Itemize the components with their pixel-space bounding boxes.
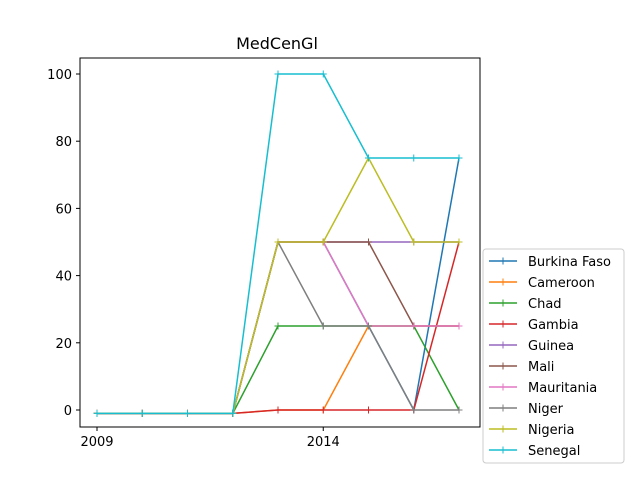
legend-item: Cameroon [489, 276, 595, 291]
legend-item: Senegal [489, 444, 580, 459]
data-point-marker [93, 409, 101, 417]
data-point-marker [319, 322, 327, 330]
y-tick-label: 60 [55, 202, 72, 217]
data-point-marker [410, 406, 418, 414]
series-line [97, 156, 459, 415]
legend-label: Nigeria [528, 423, 575, 438]
data-point-marker [455, 154, 463, 162]
legend-item: Nigeria [489, 423, 575, 438]
data-point-marker [274, 238, 282, 246]
legend-marker [499, 383, 507, 391]
data-point-marker [365, 238, 372, 246]
legend-item: Chad [489, 297, 562, 312]
legend-label: Guinea [528, 339, 574, 354]
series-chad [93, 322, 463, 417]
data-point-marker [455, 322, 463, 330]
series-senegal [93, 70, 463, 417]
legend-item: Mauritania [489, 381, 597, 396]
legend-marker [499, 425, 507, 433]
data-point-marker [455, 406, 463, 414]
y-tick-label: 40 [55, 270, 72, 285]
x-tick-label: 2014 [307, 435, 340, 450]
legend-label: Cameroon [528, 276, 595, 291]
x-tick-label: 2009 [80, 435, 113, 450]
data-point-marker [410, 238, 418, 246]
y-tick-label: 80 [55, 135, 72, 150]
legend-label: Senegal [528, 444, 580, 459]
y-axis: 0 20 40 60 80 100 [47, 68, 80, 419]
legend-marker [499, 257, 507, 265]
data-point-marker [274, 70, 282, 78]
legend-marker [499, 362, 507, 370]
data-point-marker [319, 238, 327, 246]
legend-label: Chad [528, 297, 562, 312]
data-point-marker [410, 154, 418, 162]
data-point-marker [274, 406, 282, 414]
legend-label: Mali [528, 360, 554, 375]
data-point-marker [319, 70, 327, 78]
x-axis: 2009 2014 [80, 427, 340, 450]
plot-area [93, 70, 463, 417]
data-point-marker [319, 406, 327, 414]
chart-title: MedCenGl [236, 34, 318, 53]
legend-marker [499, 299, 507, 307]
y-tick-label: 0 [64, 404, 72, 419]
series-line [97, 325, 459, 415]
series-cameroon [93, 322, 463, 417]
legend-label: Mauritania [528, 381, 597, 396]
axes-frame [79, 57, 481, 428]
data-point-marker [365, 322, 372, 330]
legend: Burkina Faso Cameroon Chad Gambia Guinea Mali… [482, 248, 625, 464]
legend-marker [499, 404, 507, 412]
data-point-marker [229, 409, 237, 417]
series-burkina-faso [93, 154, 463, 417]
y-tick-label: 100 [47, 68, 72, 83]
legend-label: Niger [528, 402, 564, 417]
series-line [97, 157, 460, 415]
legend-marker [499, 320, 507, 328]
data-point-marker [274, 322, 282, 330]
y-tick-label: 20 [55, 337, 72, 352]
legend-marker [499, 341, 507, 349]
data-point-marker [410, 322, 418, 330]
legend-marker [499, 446, 507, 454]
legend-item: Niger [489, 402, 564, 417]
data-point-marker [365, 154, 372, 162]
legend-item: Gambia [489, 318, 579, 333]
legend-label: Gambia [528, 318, 579, 333]
data-point-marker [184, 409, 191, 417]
legend-box [482, 248, 625, 464]
data-point-marker [455, 238, 463, 246]
legend-label: Burkina Faso [528, 255, 611, 270]
legend-item: Burkina Faso [489, 255, 611, 270]
data-point-marker [365, 406, 372, 414]
data-point-marker [138, 409, 146, 417]
series-nigeria [93, 154, 463, 417]
legend-item: Guinea [489, 339, 574, 354]
legend-item: Mali [489, 360, 554, 375]
legend-marker [499, 278, 507, 286]
series-line [97, 325, 460, 415]
